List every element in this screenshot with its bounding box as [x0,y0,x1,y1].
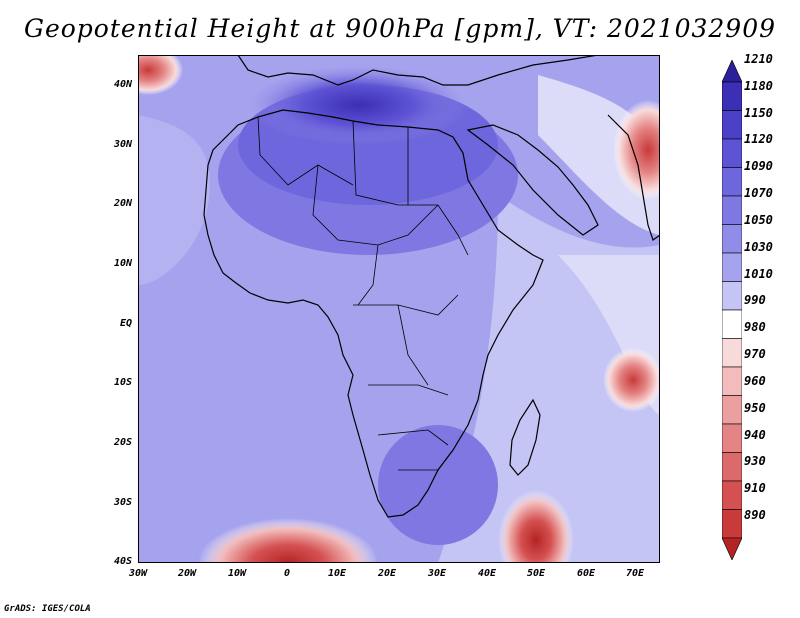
map-border [138,55,660,563]
lon-label-0: 0 [283,568,291,579]
lon-label-40e: 40E [477,568,497,579]
colorbar-label: 1090 [744,159,773,174]
colorbar-segment [722,338,742,368]
africa-geopotential-map [138,55,660,563]
colorbar-segment [722,81,742,111]
lat-label-10s: 10S [113,377,132,388]
india-low [613,100,660,200]
colorbar-label: 950 [744,400,766,415]
colorbar-top-triangle [722,60,742,83]
colorbar-label: 1030 [744,239,773,254]
colorbar-label: 930 [744,454,766,469]
colorbar-label: 990 [744,293,766,308]
lat-label-eq: EQ [119,318,132,329]
colorbar-segment [722,281,742,311]
west-atlantic-field [138,115,210,285]
lon-label-30w: 30W [128,568,148,579]
colorbar-label: 1010 [744,266,773,281]
grads-credit: GrADS: IGES/COLA [4,604,91,614]
colorbar-segment [722,423,742,453]
lon-label-60e: 60E [576,568,596,579]
lon-label-50e: 50E [526,568,546,579]
colorbar-segment [722,452,742,482]
colorbar-segment [722,480,742,510]
lon-label-20w: 20W [177,568,197,579]
colorbar-bottom-triangle [722,537,742,560]
colorbar-label: 1150 [744,105,773,120]
india-coastline [607,114,660,241]
madagascar-coastline [509,398,541,476]
colorbar-label: 1070 [744,186,773,201]
colorbar-label: 980 [744,320,766,335]
south-atlantic-low [198,518,378,563]
colorbar-label: 1120 [744,132,773,147]
colorbar-label: 960 [744,373,766,388]
mediterranean-high [248,65,468,145]
colorbar-segment [722,395,742,425]
colorbar-segment [722,252,742,282]
lon-label-10e: 10E [327,568,347,579]
lon-label-20e: 20E [377,568,397,579]
colorbar [722,60,742,560]
colorbar-segment [722,110,742,140]
colorbar-segment [722,167,742,197]
lon-label-10w: 10W [227,568,247,579]
chart-title: Geopotential Height at 900hPa [gpm], VT:… [23,14,777,43]
lat-label-20s: 20S [113,437,132,448]
colorbar-label: 910 [744,481,766,496]
madagascar-east-low [603,348,660,412]
colorbar-label: 1210 [744,52,773,66]
colorbar-label: 890 [744,508,766,522]
southern-africa-high [378,425,498,545]
colorbar-segment [722,195,742,225]
colorbar-segment [722,509,742,539]
arabia-coastline [466,124,599,236]
colorbar-label: 1050 [744,212,773,227]
lat-label-30s: 30S [113,497,132,508]
colorbar-segment [722,366,742,396]
lon-label-70e: 70E [625,568,645,579]
lon-label-30e: 30E [427,568,447,579]
lat-label-40s: 40S [113,556,132,567]
colorbar-label: 970 [744,347,766,362]
lat-label-20n: 20N [113,198,132,209]
africa-coastline [203,109,544,518]
colorbar-segment [722,138,742,168]
colorbar-label: 940 [744,427,766,442]
northwest-low [138,55,183,95]
colorbar-segment [722,224,742,254]
lat-label-40n: 40N [113,79,132,90]
colorbar-label: 1180 [744,78,773,93]
south-indian-low [498,490,574,563]
lat-label-30n: 30N [113,139,132,150]
country-borders [257,116,469,471]
colorbar-segment [722,309,742,339]
lat-label-10n: 10N [113,258,132,269]
europe-coastline [237,55,599,86]
